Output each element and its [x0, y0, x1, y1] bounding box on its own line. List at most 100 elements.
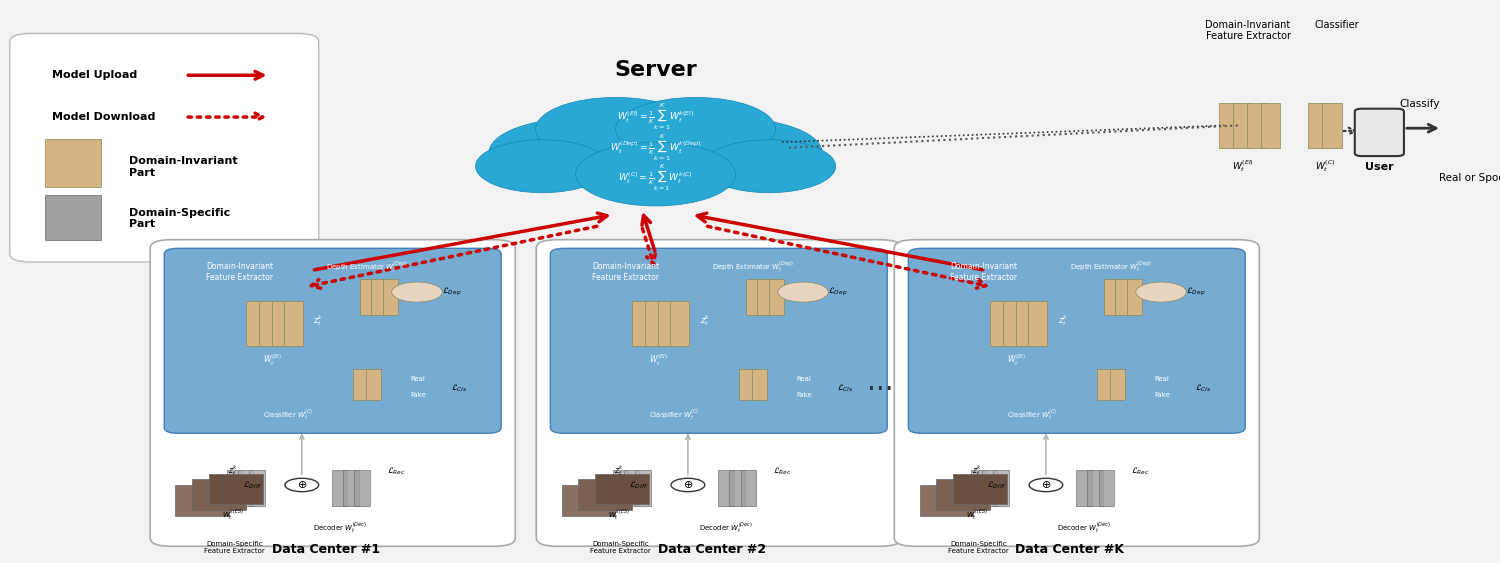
Circle shape	[670, 479, 705, 491]
FancyBboxPatch shape	[249, 470, 264, 506]
FancyBboxPatch shape	[246, 301, 264, 346]
FancyBboxPatch shape	[226, 470, 242, 506]
Text: $\mathcal{L}_{Dep}$: $\mathcal{L}_{Dep}$	[828, 286, 848, 298]
Text: Domain-Specific
Part: Domain-Specific Part	[129, 208, 231, 229]
FancyBboxPatch shape	[238, 470, 254, 506]
Text: Real: Real	[796, 376, 812, 382]
FancyBboxPatch shape	[1004, 301, 1022, 346]
Text: Domain-Specific
Feature Extractor: Domain-Specific Feature Extractor	[204, 540, 266, 554]
FancyBboxPatch shape	[150, 240, 514, 546]
FancyBboxPatch shape	[990, 301, 1008, 346]
Text: Decoder $W_t^{(Dec)}$: Decoder $W_t^{(Dec)}$	[314, 520, 366, 535]
FancyBboxPatch shape	[372, 279, 387, 315]
FancyBboxPatch shape	[1323, 103, 1342, 148]
Text: Domain-Invariant
Feature Extractor: Domain-Invariant Feature Extractor	[1206, 20, 1290, 41]
Circle shape	[778, 282, 828, 302]
FancyBboxPatch shape	[746, 279, 762, 315]
Text: $\mathcal{L}_{Diff}$: $\mathcal{L}_{Diff}$	[243, 479, 262, 491]
Text: $W_t^{(C)} = \frac{1}{K}\sum_{k=1}^{K}W_t^{k(C)}$: $W_t^{(C)} = \frac{1}{K}\sum_{k=1}^{K}W_…	[618, 163, 693, 194]
Text: $\mathcal{L}_{Dep}$: $\mathcal{L}_{Dep}$	[442, 286, 462, 298]
Text: $z_t^k$: $z_t^k$	[1058, 313, 1068, 328]
FancyBboxPatch shape	[1354, 109, 1404, 156]
Text: $W_t^{(EI)}$: $W_t^{(EI)}$	[262, 353, 282, 368]
FancyBboxPatch shape	[729, 470, 746, 506]
FancyBboxPatch shape	[936, 479, 990, 510]
Text: Model Download: Model Download	[53, 112, 156, 122]
Text: Fake: Fake	[410, 392, 426, 397]
Text: Domain-Invariant
Part: Domain-Invariant Part	[129, 157, 238, 178]
FancyBboxPatch shape	[768, 279, 784, 315]
FancyBboxPatch shape	[550, 248, 888, 434]
Circle shape	[702, 140, 836, 193]
FancyBboxPatch shape	[657, 301, 676, 346]
FancyBboxPatch shape	[670, 301, 688, 346]
Text: Classifier: Classifier	[1314, 20, 1359, 29]
Text: Real: Real	[410, 376, 424, 382]
Text: $\mathcal{L}_{Rec}$: $\mathcal{L}_{Rec}$	[387, 465, 405, 477]
FancyBboxPatch shape	[1260, 103, 1281, 148]
FancyBboxPatch shape	[45, 195, 100, 240]
FancyBboxPatch shape	[360, 279, 375, 315]
Text: Depth Estimator $W_t^{(Dep)}$: Depth Estimator $W_t^{(Dep)}$	[712, 260, 794, 274]
FancyBboxPatch shape	[718, 470, 734, 506]
Text: $\oplus$: $\oplus$	[682, 480, 693, 490]
Text: Domain-Invariant
Feature Extractor: Domain-Invariant Feature Extractor	[951, 262, 1017, 282]
Text: Depth Estimator $W_t^{(Dep)}$: Depth Estimator $W_t^{(Dep)}$	[326, 260, 408, 274]
FancyBboxPatch shape	[45, 140, 100, 187]
FancyBboxPatch shape	[209, 474, 262, 504]
Text: $W_t^{(EI)}$: $W_t^{(EI)}$	[1007, 353, 1026, 368]
Text: Classify: Classify	[1400, 99, 1440, 109]
Text: $W_t^{(EI)}$: $W_t^{(EI)}$	[1232, 159, 1254, 175]
FancyBboxPatch shape	[624, 470, 639, 506]
FancyBboxPatch shape	[1098, 470, 1114, 506]
FancyBboxPatch shape	[382, 279, 398, 315]
Circle shape	[392, 282, 442, 302]
Text: Data Center #2: Data Center #2	[657, 543, 766, 556]
Text: Decoder $W_t^{(Dec)}$: Decoder $W_t^{(Dec)}$	[699, 520, 753, 535]
Text: $W_t^{k(ES)}$: $W_t^{k(ES)}$	[222, 507, 245, 522]
FancyBboxPatch shape	[561, 485, 615, 516]
Text: Domain-Invariant
Feature Extractor: Domain-Invariant Feature Extractor	[207, 262, 273, 282]
Text: Model Upload: Model Upload	[53, 70, 136, 81]
Text: Classifier $W_t^{(C)}$: Classifier $W_t^{(C)}$	[648, 407, 699, 422]
FancyBboxPatch shape	[1029, 301, 1047, 346]
FancyBboxPatch shape	[614, 470, 628, 506]
Text: Real: Real	[1154, 376, 1168, 382]
Circle shape	[615, 97, 776, 161]
Text: Decoder $W_t^{(Dec)}$: Decoder $W_t^{(Dec)}$	[1058, 520, 1112, 535]
FancyBboxPatch shape	[352, 369, 369, 400]
Text: $W_t^{(C)}$: $W_t^{(C)}$	[1316, 159, 1335, 175]
Text: $W_t^{(EI)}$: $W_t^{(EI)}$	[650, 353, 668, 368]
Text: $\mathcal{L}_{Diff}$: $\mathcal{L}_{Diff}$	[630, 479, 648, 491]
FancyBboxPatch shape	[1110, 369, 1125, 400]
Text: User: User	[1365, 162, 1394, 172]
Circle shape	[476, 140, 609, 193]
Text: Domain-Invariant
Feature Extractor: Domain-Invariant Feature Extractor	[592, 262, 660, 282]
FancyBboxPatch shape	[344, 470, 358, 506]
FancyBboxPatch shape	[272, 301, 290, 346]
Circle shape	[1136, 282, 1186, 302]
FancyBboxPatch shape	[741, 470, 756, 506]
FancyBboxPatch shape	[1246, 103, 1266, 148]
Text: Classifier $W_t^{(C)}$: Classifier $W_t^{(C)}$	[262, 407, 314, 422]
Text: ...: ...	[867, 368, 894, 396]
Circle shape	[489, 119, 663, 187]
FancyBboxPatch shape	[10, 33, 318, 262]
FancyBboxPatch shape	[260, 301, 278, 346]
Text: $\mathcal{L}_{Dep}$: $\mathcal{L}_{Dep}$	[1186, 286, 1206, 298]
Circle shape	[1029, 479, 1063, 491]
FancyBboxPatch shape	[366, 369, 381, 400]
Text: $W_t^{k(ES)}$: $W_t^{k(ES)}$	[608, 507, 630, 522]
FancyBboxPatch shape	[537, 240, 902, 546]
FancyBboxPatch shape	[176, 485, 230, 516]
FancyBboxPatch shape	[909, 248, 1245, 434]
Circle shape	[650, 119, 822, 187]
Text: $\mathcal{L}_{Cls}$: $\mathcal{L}_{Cls}$	[1196, 382, 1212, 394]
FancyBboxPatch shape	[1104, 279, 1119, 315]
Text: $\mathcal{L}_{Rec}$: $\mathcal{L}_{Rec}$	[772, 465, 792, 477]
Text: $\oplus$: $\oplus$	[1041, 480, 1052, 490]
FancyBboxPatch shape	[596, 474, 648, 504]
FancyBboxPatch shape	[993, 470, 1008, 506]
FancyBboxPatch shape	[645, 301, 663, 346]
FancyBboxPatch shape	[1088, 470, 1102, 506]
